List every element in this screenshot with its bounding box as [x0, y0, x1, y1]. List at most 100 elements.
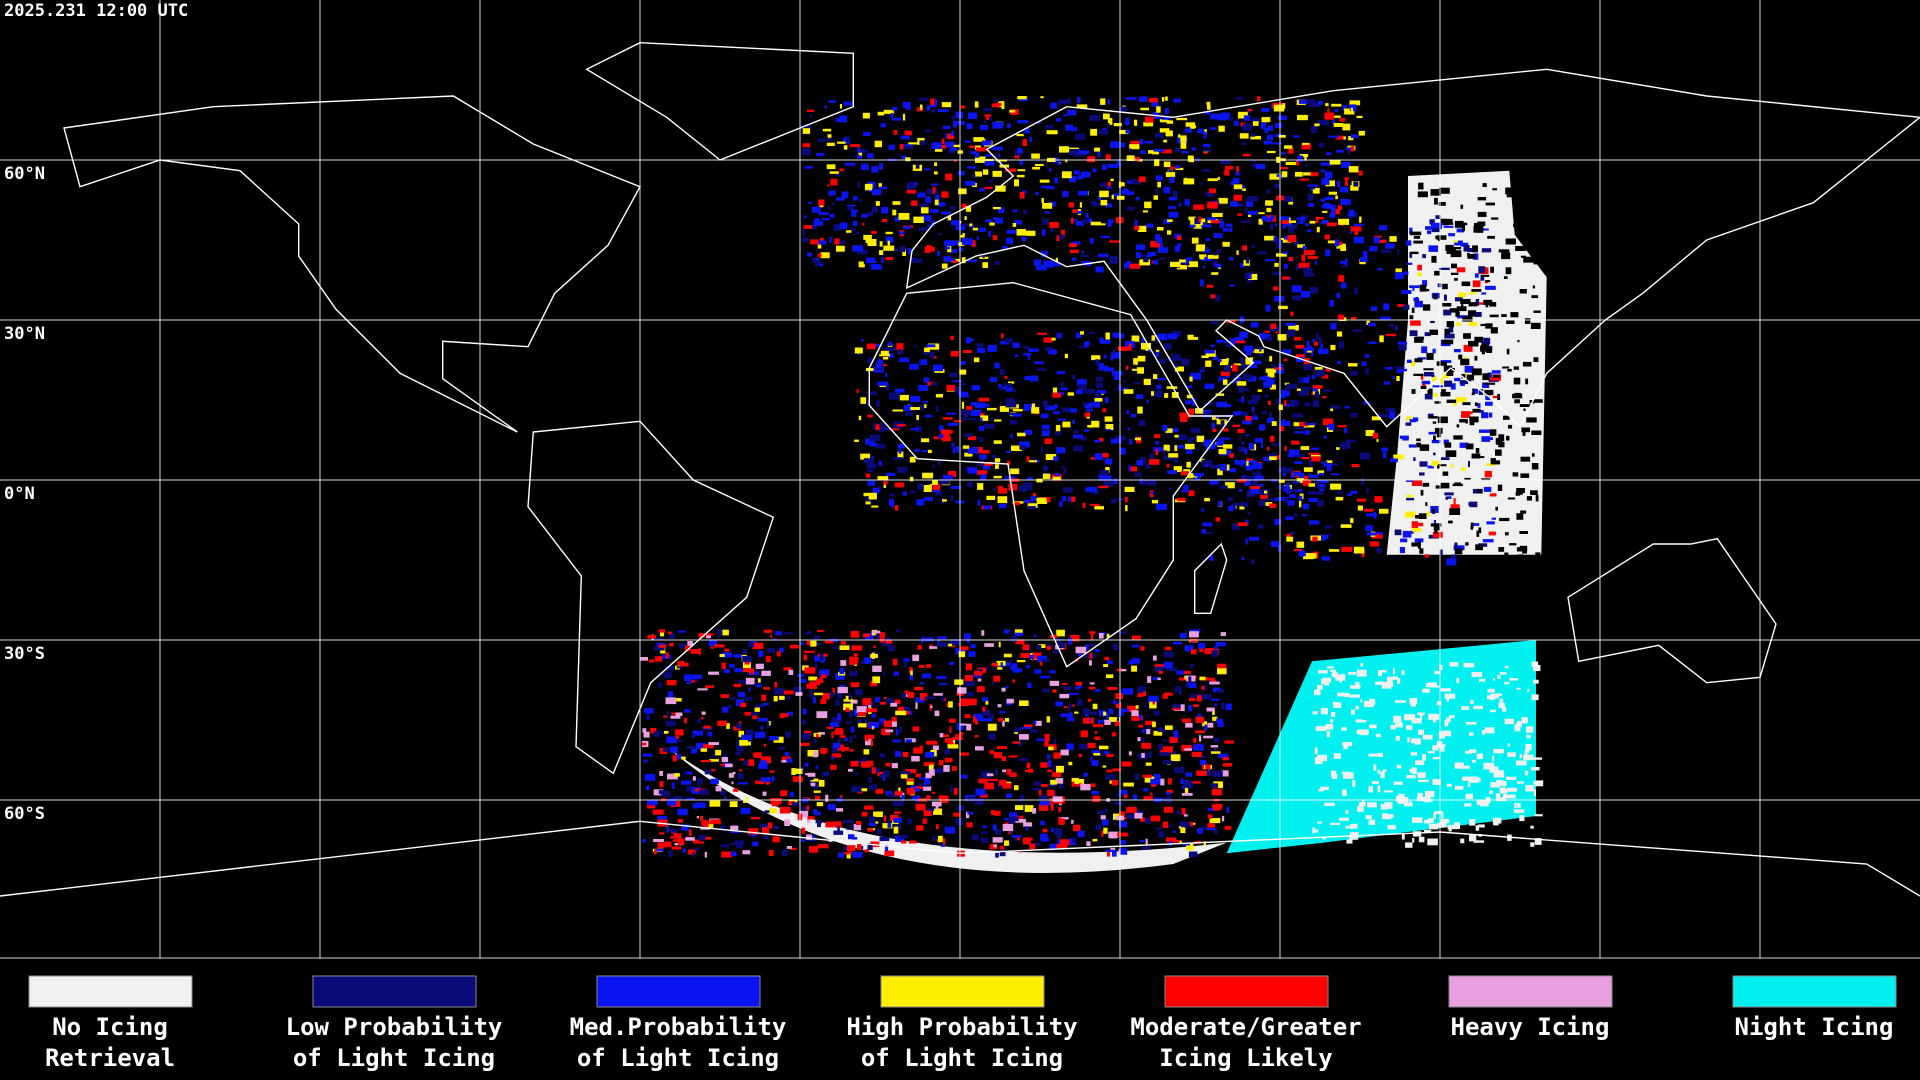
speckle [733, 683, 742, 688]
speckle [1420, 374, 1424, 380]
speckle [1432, 385, 1443, 388]
speckle [978, 454, 987, 460]
speckle [1213, 781, 1223, 789]
speckle [1395, 268, 1402, 273]
speckle [903, 145, 914, 150]
speckle [1092, 724, 1104, 728]
speckle [858, 415, 862, 421]
speckle [1216, 440, 1221, 446]
speckle [1082, 708, 1090, 715]
speckle [686, 771, 693, 775]
speckle [1036, 655, 1047, 662]
speckle [1216, 249, 1222, 253]
speckle [1499, 517, 1510, 522]
speckle [934, 99, 938, 106]
speckle [1418, 513, 1427, 519]
speckle [1172, 703, 1181, 709]
speckle [1356, 115, 1363, 119]
speckle [1099, 710, 1105, 717]
speckle [739, 758, 744, 761]
speckle [846, 827, 852, 830]
speckle [700, 717, 704, 720]
speckle [1257, 96, 1261, 102]
speckle [703, 725, 711, 729]
speckle [1100, 235, 1111, 239]
speckle [1340, 442, 1351, 449]
legend-label: of Light Icing [577, 1044, 779, 1072]
speckle [1233, 376, 1242, 380]
speckle [1395, 722, 1403, 728]
speckle [1481, 292, 1487, 295]
speckle [790, 644, 799, 649]
speckle [1203, 131, 1207, 139]
speckle [806, 640, 811, 645]
speckle [992, 488, 996, 491]
speckle [894, 791, 903, 796]
speckle [1050, 804, 1054, 811]
speckle [1244, 273, 1249, 280]
speckle [973, 713, 984, 719]
speckle [669, 632, 676, 639]
speckle [1467, 783, 1471, 788]
speckle [1492, 395, 1498, 399]
speckle [1011, 445, 1022, 451]
speckle [1150, 815, 1161, 822]
speckle [762, 791, 767, 796]
speckle [1106, 633, 1110, 639]
speckle [1152, 151, 1159, 155]
speckle [896, 728, 899, 736]
speckle [1279, 425, 1284, 432]
speckle [1041, 659, 1051, 662]
speckle [1123, 389, 1134, 394]
speckle [666, 826, 669, 833]
speckle [1245, 348, 1252, 356]
speckle [1247, 213, 1252, 217]
speckle [759, 760, 767, 766]
speckle [1042, 430, 1050, 437]
speckle [887, 240, 890, 246]
speckle [1360, 699, 1363, 703]
speckle [1200, 182, 1203, 185]
speckle [1159, 257, 1166, 260]
speckle [1142, 480, 1147, 485]
speckle [816, 711, 828, 719]
speckle [1126, 260, 1132, 267]
speckle [926, 808, 935, 811]
speckle [815, 820, 823, 824]
speckle [962, 233, 965, 238]
speckle [1444, 333, 1455, 339]
speckle [935, 394, 943, 398]
speckle [984, 120, 987, 123]
speckle [893, 130, 898, 135]
speckle [903, 658, 910, 663]
speckle [1463, 245, 1470, 252]
speckle [1075, 646, 1087, 654]
speckle [765, 777, 776, 781]
speckle [885, 373, 888, 378]
speckle [998, 488, 1007, 494]
speckle [905, 157, 911, 162]
speckle [1427, 388, 1433, 395]
speckle [949, 372, 958, 378]
speckle [849, 656, 859, 663]
speckle [1012, 741, 1020, 744]
speckle [1153, 148, 1165, 152]
speckle [1343, 692, 1350, 698]
speckle [846, 852, 851, 859]
speckle [1127, 427, 1131, 431]
speckle [893, 671, 900, 676]
speckle [1287, 217, 1291, 224]
speckle [1077, 379, 1087, 386]
speckle [1112, 643, 1118, 651]
speckle [1351, 464, 1360, 468]
speckle [1304, 402, 1311, 407]
speckle [1046, 130, 1058, 135]
speckle [761, 670, 771, 676]
speckle [807, 817, 810, 824]
speckle [1210, 783, 1219, 788]
speckle [885, 257, 894, 260]
speckle [1439, 664, 1443, 670]
speckle [1146, 400, 1149, 404]
speckle [966, 338, 974, 342]
